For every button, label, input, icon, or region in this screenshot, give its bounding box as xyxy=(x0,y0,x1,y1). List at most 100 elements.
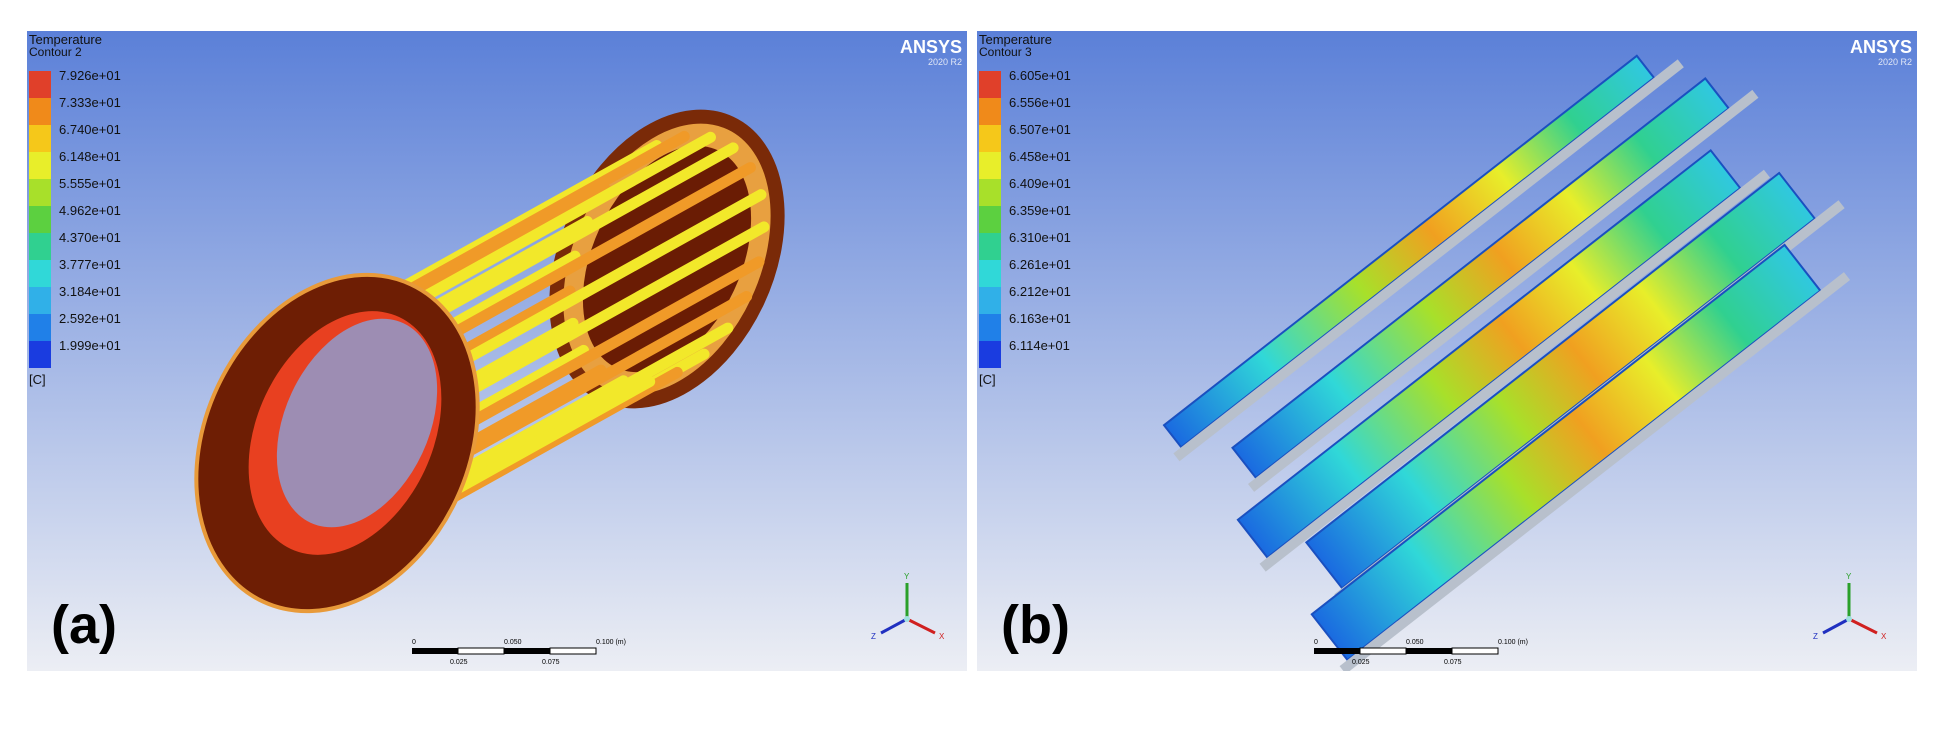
bar xyxy=(425,189,767,385)
legend-swatch xyxy=(979,152,1001,179)
triad-z xyxy=(1822,617,1850,635)
legend-swatch xyxy=(979,179,1001,206)
legend-value: 7.926e+01 xyxy=(59,68,121,83)
background xyxy=(27,31,967,671)
triad-z xyxy=(880,617,908,635)
slot xyxy=(1173,59,1684,462)
legend-swatch xyxy=(29,260,51,287)
logo-name: ANSYS xyxy=(1850,37,1912,57)
legend-swatch xyxy=(979,287,1001,314)
scale-bar-seg xyxy=(1359,647,1407,655)
legend-subtitle: Contour 3 xyxy=(979,45,1032,59)
legend-swatch xyxy=(29,206,51,233)
legend-value: 5.555e+01 xyxy=(59,176,121,191)
legend-swatch xyxy=(29,341,51,368)
scale-label: 0.075 xyxy=(1444,659,1462,666)
logo-version: 2020 R2 xyxy=(1878,57,1912,67)
legend-swatch xyxy=(979,98,1001,125)
legend-unit: [C] xyxy=(979,372,996,387)
legend-swatch xyxy=(29,287,51,314)
scale-bar-seg xyxy=(1451,647,1499,655)
triad-label: Y xyxy=(1846,572,1852,581)
scale-label: 0.025 xyxy=(450,659,468,666)
bar xyxy=(397,142,739,338)
legend-subtitle: Contour 2 xyxy=(29,45,82,59)
triad-x xyxy=(906,617,936,635)
scale-bar-seg xyxy=(1314,648,1360,654)
legend-value: 7.333e+01 xyxy=(59,95,121,110)
triad-label: Y xyxy=(904,572,910,581)
bar xyxy=(414,162,756,358)
legend-value: 6.458e+01 xyxy=(1009,149,1071,164)
panel-label: (a) xyxy=(51,595,117,655)
legend-value: 4.370e+01 xyxy=(59,230,121,245)
legend-swatch xyxy=(29,152,51,179)
bar xyxy=(423,256,765,452)
legend-value: 6.163e+01 xyxy=(1009,311,1071,326)
legend-title: Temperature xyxy=(979,32,1052,47)
legend-value: 6.507e+01 xyxy=(1009,122,1071,137)
legend-swatch xyxy=(979,341,1001,368)
triad-label: X xyxy=(939,632,945,641)
slot xyxy=(1259,169,1771,572)
scale-label: 0.050 xyxy=(1406,639,1424,646)
scale-label: 0.025 xyxy=(1352,659,1370,666)
triad-x xyxy=(1848,617,1878,635)
legend-unit: [C] xyxy=(29,372,46,387)
legend-value: 6.310e+01 xyxy=(1009,230,1071,245)
cage-model xyxy=(194,109,785,614)
slot xyxy=(1247,89,1759,492)
logo-name: ANSYS xyxy=(900,37,962,57)
legend-swatch xyxy=(29,98,51,125)
legend-value: 6.359e+01 xyxy=(1009,203,1071,218)
legend-swatch xyxy=(979,314,1001,341)
legend-value: 3.777e+01 xyxy=(59,257,121,272)
slab xyxy=(1231,77,1731,480)
legend-value: 2.592e+01 xyxy=(59,311,121,326)
legend-value: 6.605e+01 xyxy=(1009,68,1071,83)
legend-value: 6.114e+01 xyxy=(1009,338,1070,353)
legend-swatch xyxy=(29,125,51,152)
legend-value: 1.999e+01 xyxy=(59,338,121,353)
bar xyxy=(374,131,716,327)
scale-label: 0.100 (m) xyxy=(1498,639,1528,646)
legend-value: 6.261e+01 xyxy=(1009,257,1071,272)
panel-label: (b) xyxy=(1001,595,1070,655)
legend-value: 6.212e+01 xyxy=(1009,284,1071,299)
triad-label: X xyxy=(1881,632,1887,641)
scale-bar-seg xyxy=(504,648,550,654)
legend-swatch xyxy=(979,71,1001,98)
legend-value: 6.740e+01 xyxy=(59,122,121,137)
legend-swatch xyxy=(979,125,1001,152)
scale-label: 0.100 (m) xyxy=(596,639,626,646)
legend-value: 4.962e+01 xyxy=(59,203,121,218)
legend-swatch xyxy=(29,233,51,260)
scale-bar-seg xyxy=(412,648,458,654)
triad-origin xyxy=(904,616,910,622)
legend-swatch xyxy=(979,260,1001,287)
legend-swatch xyxy=(979,233,1001,260)
triad-label: Z xyxy=(1813,632,1818,641)
legend-title: Temperature xyxy=(29,32,102,47)
legend-swatch xyxy=(979,206,1001,233)
scale-bar-seg xyxy=(549,647,597,655)
legend-swatch xyxy=(29,71,51,98)
scale-label: 0 xyxy=(412,639,416,646)
scale-label: 0.050 xyxy=(504,639,522,646)
front-ring-hole-inner xyxy=(276,318,438,528)
scale-label: 0.075 xyxy=(542,659,560,666)
legend-swatch xyxy=(29,314,51,341)
logo-version: 2020 R2 xyxy=(928,57,962,67)
legend-value: 3.184e+01 xyxy=(59,284,121,299)
slot xyxy=(1339,272,1851,671)
triad-origin xyxy=(1846,616,1852,622)
legend-value: 6.148e+01 xyxy=(59,149,121,164)
bar xyxy=(428,221,770,417)
scale-label: 0 xyxy=(1314,639,1318,646)
slab-model xyxy=(1162,54,1851,671)
legend-value: 6.556e+01 xyxy=(1009,95,1071,110)
legend-swatch xyxy=(29,179,51,206)
